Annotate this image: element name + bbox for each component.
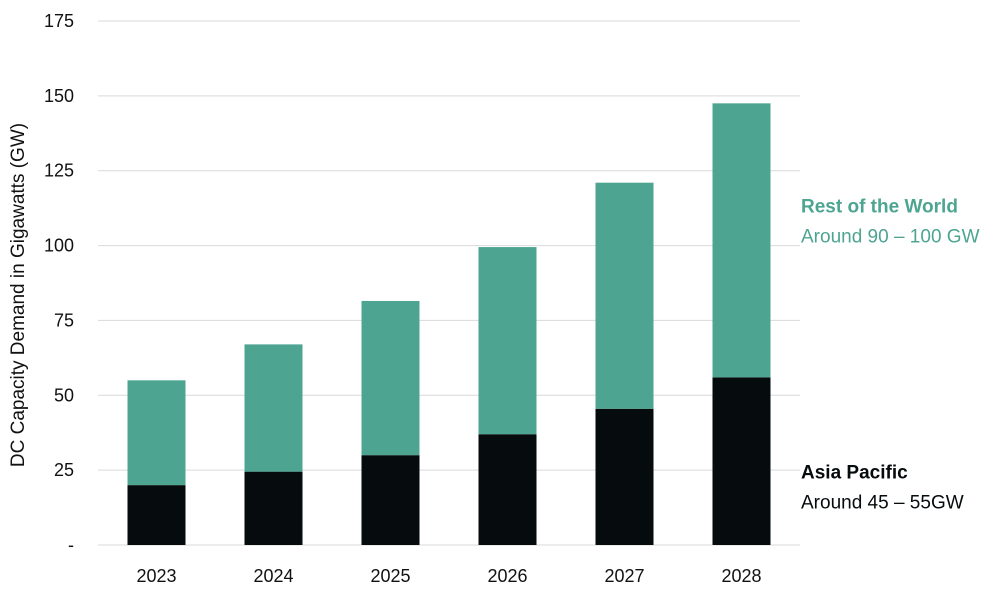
y-tick-label: 25 xyxy=(54,460,74,480)
y-tick-label: 150 xyxy=(44,86,74,106)
x-tick-label: 2023 xyxy=(136,566,176,586)
y-axis-ticks: - 25 50 75 100 125 150 175 xyxy=(44,11,74,555)
bar-rest-of-the-world-2026 xyxy=(478,247,537,435)
bar-rest-of-the-world-2024 xyxy=(244,344,303,472)
y-tick-label: 125 xyxy=(44,161,74,181)
y-tick-label: 175 xyxy=(44,11,74,31)
x-tick-label: 2028 xyxy=(721,566,761,586)
bar-asia-pacific-2024 xyxy=(244,471,303,545)
legend-annotations: Rest of the World Around 90 – 100 GW Asia … xyxy=(801,196,980,513)
bar-asia-pacific-2023 xyxy=(127,485,186,545)
y-tick-label: 100 xyxy=(44,236,74,256)
legend-series-range: Around 90 – 100 GW xyxy=(801,226,980,247)
bar-rest-of-the-world-2023 xyxy=(127,380,186,486)
bar-asia-pacific-2028 xyxy=(712,377,771,545)
legend-series-name: Asia Pacific xyxy=(801,463,908,484)
legend-series-name: Rest of the World xyxy=(801,196,958,217)
bar-asia-pacific-2025 xyxy=(361,455,420,545)
bar-asia-pacific-2026 xyxy=(478,434,537,545)
y-tick-label: - xyxy=(68,535,74,555)
y-tick-label: 50 xyxy=(54,385,74,405)
gridlines xyxy=(98,20,800,546)
x-axis-ticks: 2023 2024 2025 2026 2027 2028 xyxy=(136,566,761,586)
bar-rest-of-the-world-2027 xyxy=(595,182,654,409)
x-tick-label: 2024 xyxy=(253,566,293,586)
x-tick-label: 2025 xyxy=(370,566,410,586)
bar-rest-of-the-world-2028 xyxy=(712,103,771,378)
x-tick-label: 2027 xyxy=(604,566,644,586)
bars xyxy=(127,103,771,545)
bar-asia-pacific-2027 xyxy=(595,408,654,545)
x-tick-label: 2026 xyxy=(487,566,527,586)
y-tick-label: 75 xyxy=(54,310,74,330)
legend-series-range: Around 45 – 55GW xyxy=(801,493,964,514)
y-axis-title: DC Capacity Demand in Gigawatts (GW) xyxy=(8,123,29,467)
bar-rest-of-the-world-2025 xyxy=(361,300,420,456)
